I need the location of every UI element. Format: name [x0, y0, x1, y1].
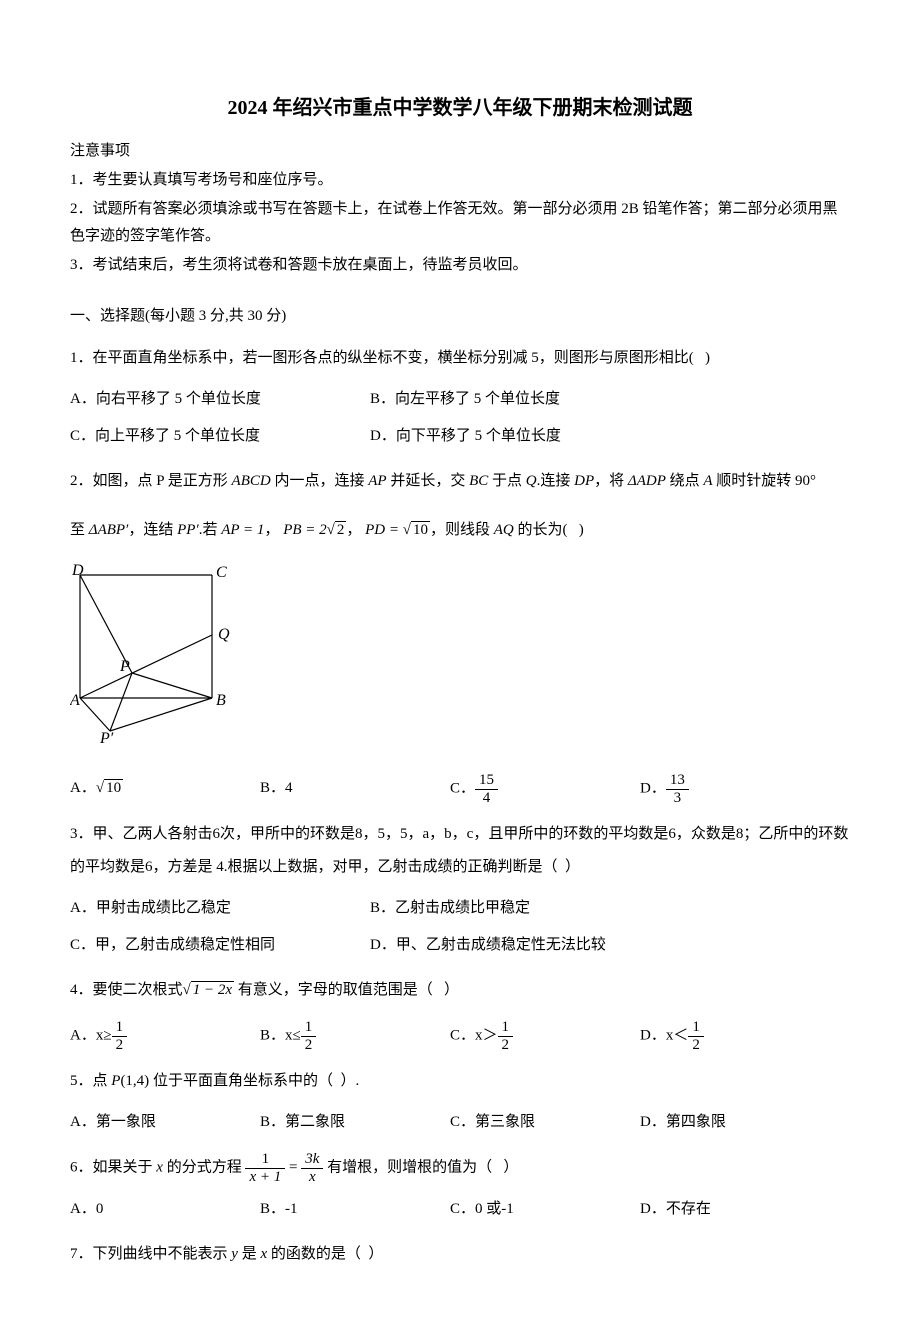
- q5-opt-b: B．第二象限: [260, 1106, 450, 1139]
- q6-opt-d: D．不存在: [640, 1193, 830, 1226]
- q5-text: 5．点 P(1,4) 位于平面直角坐标系中的（ ）.: [70, 1065, 850, 1098]
- q3-opt-a: A．甲射击成绩比乙稳定: [70, 892, 370, 925]
- q6-opt-b: B．-1: [260, 1193, 450, 1226]
- q4-opt-d: D．x＜12: [640, 1019, 830, 1053]
- q4-opt-b: B．x≤12: [260, 1019, 450, 1053]
- q6-opt-c: C．0 或-1: [450, 1193, 640, 1226]
- q1-text: 1．在平面直角坐标系中，若一图形各点的纵坐标不变，横坐标分别减 5，则图形与原图…: [70, 342, 850, 375]
- q7-text: 7．下列曲线中不能表示 y 是 x 的函数的是（ ）: [70, 1238, 850, 1271]
- q5-opt-c: C．第三象限: [450, 1106, 640, 1139]
- label-a: A: [70, 692, 80, 709]
- q4-opt-a: A．x≥12: [70, 1019, 260, 1053]
- q1-opt-b: B．向左平移了 5 个单位长度: [370, 383, 670, 416]
- question-5: 5．点 P(1,4) 位于平面直角坐标系中的（ ）. A．第一象限 B．第二象限…: [70, 1065, 850, 1139]
- label-p: P: [119, 658, 130, 675]
- label-b: B: [216, 692, 226, 709]
- question-2: 2．如图，点 P 是正方形 ABCD 内一点，连接 AP 并延长，交 BC 于点…: [70, 465, 850, 806]
- q1-opt-a: A．向右平移了 5 个单位长度: [70, 383, 370, 416]
- q2-opt-c: C．154: [450, 772, 640, 806]
- label-d: D: [71, 563, 84, 579]
- q3-opt-c: C．甲，乙射击成绩稳定性相同: [70, 929, 370, 962]
- q4-opt-c: C．x＞12: [450, 1019, 640, 1053]
- label-q: Q: [218, 626, 230, 643]
- question-6: 6．如果关于 x 的分式方程 1x + 1 = 3kx 有增根，则增根的值为（ …: [70, 1151, 850, 1226]
- section-1-header: 一、选择题(每小题 3 分,共 30 分): [70, 303, 850, 330]
- q1-opt-c: C．向上平移了 5 个单位长度: [70, 420, 370, 453]
- question-1: 1．在平面直角坐标系中，若一图形各点的纵坐标不变，横坐标分别减 5，则图形与原图…: [70, 342, 850, 453]
- q3-opt-b: B．乙射击成绩比甲稳定: [370, 892, 670, 925]
- notice-header: 注意事项: [70, 138, 850, 165]
- question-4: 4．要使二次根式√1 − 2x 有意义，字母的取值范围是（ ） A．x≥12 B…: [70, 974, 850, 1053]
- q6-opt-a: A．0: [70, 1193, 260, 1226]
- q4-text: 4．要使二次根式√1 − 2x 有意义，字母的取值范围是（ ）: [70, 974, 850, 1007]
- label-c: C: [216, 564, 227, 581]
- label-pprime: P′: [99, 730, 114, 743]
- q6-text: 6．如果关于 x 的分式方程 1x + 1 = 3kx 有增根，则增根的值为（ …: [70, 1151, 850, 1185]
- q3-text: 3．甲、乙两人各射击6次，甲所中的环数是8，5，5，a，b，c，且甲所中的环数的…: [70, 818, 850, 884]
- notice-item-3: 3．考试结束后，考生须将试卷和答题卡放在桌面上，待监考员收回。: [70, 252, 850, 279]
- q2-text-line1: 2．如图，点 P 是正方形 ABCD 内一点，连接 AP 并延长，交 BC 于点…: [70, 465, 850, 498]
- q2-opt-b: B．4: [260, 772, 450, 806]
- notice-item-2: 2．试题所有答案必须填涂或书写在答题卡上，在试卷上作答无效。第一部分必须用 2B…: [70, 196, 850, 250]
- q2-diagram: D C Q P A B P′: [70, 563, 850, 756]
- q1-opt-d: D．向下平移了 5 个单位长度: [370, 420, 670, 453]
- q3-opt-d: D．甲、乙射击成绩稳定性无法比较: [370, 929, 670, 962]
- page-title: 2024 年绍兴市重点中学数学八年级下册期末检测试题: [70, 90, 850, 126]
- q2-opt-d: D．133: [640, 772, 830, 806]
- q5-opt-d: D．第四象限: [640, 1106, 830, 1139]
- q2-text-line2: 至 ΔABP′，连结 PP′.若 AP = 1， PB = 2√2， PD = …: [70, 514, 850, 547]
- q5-opt-a: A．第一象限: [70, 1106, 260, 1139]
- question-7: 7．下列曲线中不能表示 y 是 x 的函数的是（ ）: [70, 1238, 850, 1271]
- q2-opt-a: A．√10: [70, 772, 260, 806]
- notice-item-1: 1．考生要认真填写考场号和座位序号。: [70, 167, 850, 194]
- question-3: 3．甲、乙两人各射击6次，甲所中的环数是8，5，5，a，b，c，且甲所中的环数的…: [70, 818, 850, 962]
